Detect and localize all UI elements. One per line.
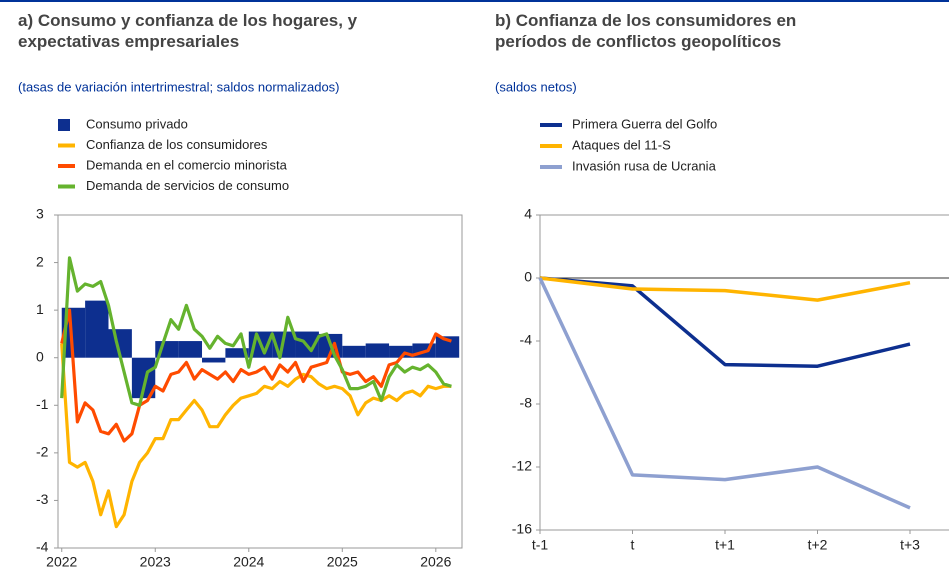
bar — [365, 343, 390, 358]
y-tick-label: -8 — [520, 395, 533, 411]
y-tick-label: -1 — [36, 396, 49, 412]
series-line — [60, 343, 452, 529]
x-tick-label: 2025 — [327, 554, 358, 570]
series-line — [60, 308, 452, 443]
y-tick-label: -16 — [512, 521, 532, 537]
bar — [85, 300, 109, 358]
title-line: períodos de conflictos geopolíticos — [495, 32, 781, 51]
y-tick-label: -2 — [36, 444, 49, 460]
series-line — [60, 256, 452, 407]
y-tick-label: -4 — [520, 332, 533, 348]
legend-label: Confianza de los consumidores — [86, 137, 268, 152]
x-tick-label: t+2 — [808, 537, 828, 553]
y-tick-label: 0 — [524, 269, 532, 285]
series-line — [538, 277, 911, 510]
plot-frame — [57, 214, 463, 549]
legend-label: Demanda en el comercio minorista — [86, 157, 288, 172]
x-tick-label: t+3 — [900, 537, 920, 553]
x-tick-label: 2023 — [140, 554, 171, 570]
legend-swatch — [58, 119, 70, 131]
bar — [178, 341, 203, 358]
plot-frame — [539, 214, 949, 531]
panel-title: a) Consumo y confianza de los hogares, y… — [18, 11, 358, 51]
bar — [202, 357, 226, 363]
x-tick-label: t — [631, 537, 635, 553]
series-line — [539, 276, 911, 368]
bar — [435, 336, 460, 358]
legend-label: Ataques del 11-S — [572, 137, 671, 152]
x-tick-label: 2026 — [420, 554, 451, 570]
panel-title: b) Confianza de los consumidores en perío… — [495, 11, 796, 51]
y-tick-label: 2 — [36, 253, 44, 269]
title-line: b) Confianza de los consumidores en — [495, 11, 796, 30]
legend-label: Demanda de servicios de consumo — [86, 178, 289, 193]
y-tick-label: -4 — [36, 539, 49, 555]
y-tick-label: 3 — [36, 206, 44, 222]
y-tick-label: 1 — [36, 301, 44, 317]
y-tick-label: -3 — [36, 491, 49, 507]
bar — [225, 348, 249, 358]
y-tick-label: 4 — [524, 206, 532, 222]
bar — [389, 345, 413, 358]
bar — [342, 345, 366, 358]
x-tick-label: 2022 — [46, 554, 77, 570]
legend-label: Primera Guerra del Golfo — [572, 116, 717, 131]
panel-subtitle: (tasas de variación intertrimestral; sal… — [18, 79, 340, 94]
x-tick-label: t+1 — [715, 537, 735, 553]
y-tick-label: 0 — [36, 348, 44, 364]
title-line: expectativas empresariales — [18, 32, 239, 51]
y-tick-label: -12 — [512, 458, 532, 474]
x-tick-label: t-1 — [532, 537, 549, 553]
title-line: a) Consumo y confianza de los hogares, y — [18, 11, 358, 30]
series-line — [539, 276, 911, 302]
x-tick-label: 2024 — [233, 554, 264, 570]
top-rule — [0, 0, 949, 2]
legend-label: Consumo privado — [86, 116, 188, 131]
panel-subtitle: (saldos netos) — [495, 79, 577, 94]
legend-label: Invasión rusa de Ucrania — [572, 158, 717, 173]
bar — [131, 357, 156, 399]
